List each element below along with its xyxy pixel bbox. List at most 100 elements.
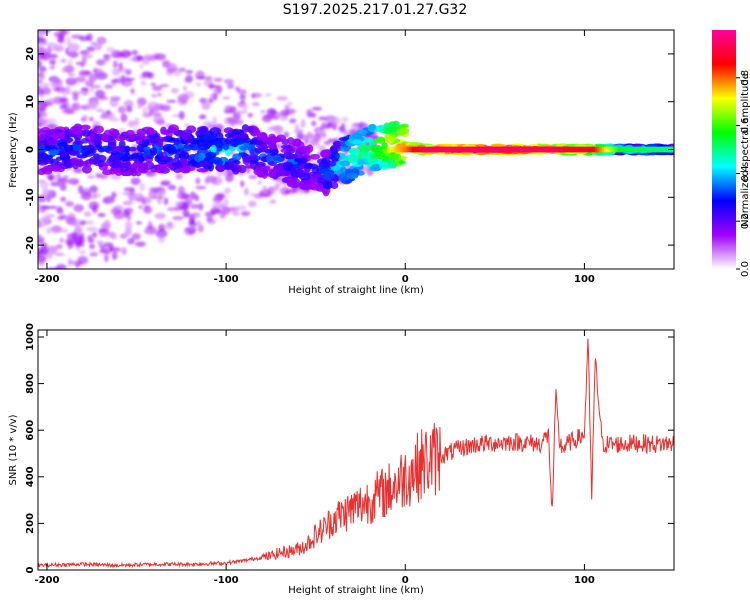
snr-frame (37, 329, 675, 571)
spectrogram-ridge-blob (231, 166, 238, 172)
snr-y-tick-label: 400 (25, 466, 36, 487)
spectrogram-x-tick-label: -100 (214, 274, 239, 285)
spectrogram-core-cell (591, 146, 594, 153)
spectrogram-ridge-blob (365, 137, 374, 143)
spectrogram-ridge-blob (188, 142, 201, 151)
snr-y-tick-label: 0 (25, 566, 36, 573)
spectrogram-core-cell (457, 146, 460, 153)
spectrogram-core-cell (625, 146, 628, 153)
spectrogram-noise-blob (127, 58, 137, 62)
spectrogram-noise-blob (264, 92, 272, 98)
spectrogram-core-cell (541, 146, 544, 153)
spectrogram-core-cell (562, 146, 565, 153)
spectrogram-core-cell (417, 146, 420, 153)
spectrogram-noise-blob (38, 118, 50, 124)
spectrogram-noise-blob (213, 77, 223, 82)
spectrogram-noise-blob (95, 108, 105, 113)
spectrogram-core-cell (498, 146, 501, 153)
snr-y-tick-label: 600 (25, 420, 36, 441)
spectrogram-noise-blob (297, 188, 306, 194)
spectrogram-noise-blob (110, 207, 121, 215)
spectrogram-noise-blob (233, 119, 244, 125)
spectrogram-core-cell (589, 146, 592, 153)
spectrogram-noise-blob (315, 145, 327, 150)
spectrogram-core-cell (489, 146, 492, 153)
spectrogram-noise-blob (79, 49, 90, 55)
spectrogram-noise-blob (38, 107, 42, 113)
spectrogram-ridge-blob (202, 133, 214, 141)
spectrogram-core-cell (573, 146, 576, 153)
spectrogram-core-cell (475, 146, 478, 153)
spectrogram-noise-blob (174, 200, 183, 207)
spectrogram-noise-blob (312, 135, 323, 142)
spectrogram-noise-blob (38, 240, 44, 245)
spectrogram-ridge-blob (320, 158, 331, 165)
spectrogram-ridge-blob (38, 133, 46, 142)
spectrogram-ridge-blob (238, 164, 247, 174)
spectrogram-noise-blob (154, 53, 166, 61)
spectrogram-noise-blob (134, 192, 145, 202)
spectrogram-noise-blob (38, 198, 47, 203)
spectrogram-ridge-blob (286, 179, 293, 187)
spectrogram-ridge-blob (303, 162, 314, 170)
spectrogram-noise-blob (172, 216, 184, 220)
spectrogram-noise-blob (48, 59, 57, 65)
spectrogram-noise-blob (38, 79, 43, 84)
spectrogram-ridge-blob (119, 155, 130, 162)
spectrogram-noise-blob (88, 201, 100, 210)
spectrogram-noise-blob (189, 225, 195, 233)
spectrogram-core-cell (627, 146, 630, 153)
spectrogram-core-cell (403, 146, 406, 153)
spectrogram-ridge-blob (490, 143, 505, 148)
spectrogram-ridge-blob (80, 149, 88, 155)
spectrogram-noise-blob (139, 64, 144, 69)
spectrogram-ridge-blob (244, 164, 254, 169)
spectrogram-ridge-blob (383, 127, 391, 135)
spectrogram-core-cell (561, 146, 564, 153)
spectrogram-ridge-blob (264, 148, 272, 154)
spectrogram-noise-blob (135, 55, 144, 60)
spectrogram-noise-blob (243, 187, 249, 196)
spectrogram-noise-blob (48, 65, 56, 70)
spectrogram-core-cell (455, 146, 458, 153)
spectrogram-noise-blob (131, 49, 138, 56)
spectrogram-ridge-blob (154, 136, 166, 143)
spectrogram-noise-blob (141, 71, 152, 78)
spectrogram-ridge-blob (74, 137, 82, 145)
spectrogram-ridge-blob (58, 131, 66, 140)
spectrogram-noise-blob (91, 195, 98, 200)
spectrogram-noise-blob (60, 58, 67, 63)
spectrogram-noise-blob (59, 237, 64, 244)
spectrogram-noise-blob (44, 214, 56, 218)
spectrogram-noise-blob (166, 207, 178, 212)
spectrogram-ridge-blob (182, 163, 190, 172)
spectrogram-core-cell (433, 146, 436, 153)
spectrogram-ridge-blob (149, 147, 158, 156)
spectrogram-ridge-blob (347, 153, 359, 162)
spectrogram-core-cell (444, 146, 447, 153)
spectrogram-noise-blob (75, 61, 85, 66)
snr-y-tick-label: 800 (25, 373, 36, 394)
spectrogram-ridge-blob (215, 164, 226, 173)
spectrogram-noise-blob (240, 180, 245, 188)
snr-plot-area (38, 338, 674, 569)
spectrogram-noise-blob (94, 89, 106, 99)
spectrogram-noise-blob (34, 21, 44, 26)
spectrogram-core-cell (582, 146, 585, 153)
spectrogram-noise-blob (245, 166, 251, 174)
spectrogram-ridge-blob (363, 145, 370, 153)
spectrogram-noise-blob (80, 87, 90, 91)
spectrogram-x-tick-label: 100 (574, 274, 595, 285)
spectrogram-ridge-blob (305, 180, 318, 188)
spectrogram-ridge-blob (224, 133, 234, 138)
spectrogram-noise-blob (46, 30, 49, 31)
spectrogram-ridge-blob (257, 172, 264, 178)
spectrogram-noise-blob (177, 93, 190, 103)
spectrogram-noise-blob (70, 34, 83, 39)
spectrogram-core-cell (480, 146, 483, 153)
spectrogram-ridge-blob (214, 159, 224, 166)
spectrogram-core-cell (643, 146, 646, 153)
spectrogram-noise-blob (152, 112, 163, 117)
spectrogram-ridge-blob (330, 181, 339, 190)
